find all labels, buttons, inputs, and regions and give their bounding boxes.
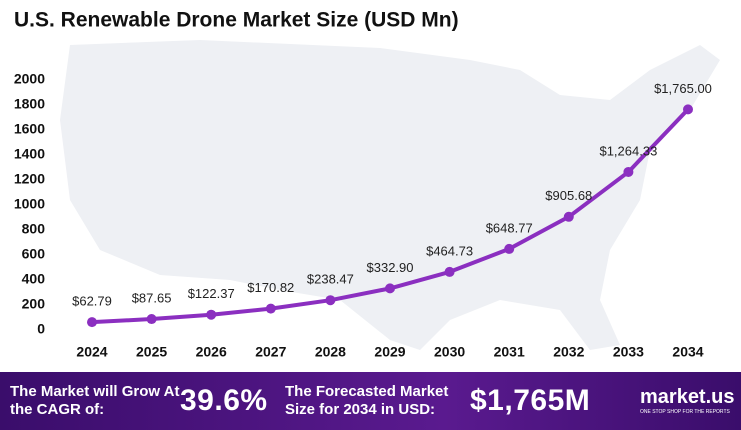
value-label: $905.68 [545,188,592,203]
forecast-value: $1,765M [470,384,591,417]
brand: market.us [640,386,735,408]
cagr-value: 39.6% [180,384,268,417]
y-tick-label: 600 [22,246,46,262]
value-label: $332.90 [367,260,414,275]
value-label: $1,264.33 [599,143,657,158]
point [385,283,395,294]
y-tick-label: 2000 [14,71,45,87]
y-tick-label: 1800 [14,96,45,112]
value-label: $170.82 [247,280,294,295]
y-tick-label: 1200 [14,171,45,187]
x-tick-label: 2033 [613,344,644,360]
point [563,211,574,222]
map-background [60,40,720,350]
x-tick-label: 2028 [315,344,346,360]
point [504,243,515,254]
value-label: $122.37 [188,286,235,301]
x-tick-label: 2025 [136,344,167,360]
chart: U.S. Renewable Drone Market Size (USD Mn… [14,9,720,360]
x-tick-label: 2032 [553,344,584,360]
y-tick-label: 1000 [14,196,45,212]
value-label: $1,765.00 [654,81,712,96]
value-label: $464.73 [426,243,473,258]
x-tick-label: 2027 [255,344,286,360]
point [683,104,693,115]
point [623,166,634,177]
point [87,317,97,328]
chart-title: U.S. Renewable Drone Market Size (USD Mn… [14,9,459,32]
x-tick-label: 2034 [672,344,703,360]
value-label: $238.47 [307,272,354,287]
value-label: $87.65 [132,290,172,305]
y-tick-label: 0 [37,321,45,337]
point [444,266,455,277]
value-label: $62.79 [72,294,112,309]
tagline: ONE STOP SHOP FOR THE REPORTS [640,409,730,415]
forecast-text: The Forecasted Market Size for 2034 in U… [285,383,449,418]
x-tick-label: 2026 [196,344,227,360]
point [206,309,217,320]
x-tick-label: 2031 [494,344,525,360]
y-tick-label: 200 [22,296,46,312]
y-tick-label: 1600 [14,121,45,137]
y-tick-label: 800 [22,221,46,237]
footer: The Market will Grow At the CAGR of: 39.… [0,372,741,430]
point [265,303,276,314]
point [146,314,157,325]
x-tick-label: 2030 [434,344,465,360]
y-tick-label: 1400 [14,146,45,162]
value-label: $648.77 [486,220,533,235]
cagr-text: The Market will Grow At the CAGR of: [10,383,180,418]
point [325,295,336,306]
y-tick-label: 400 [22,271,46,287]
x-tick-label: 2024 [76,344,107,360]
x-tick-label: 2029 [374,344,405,360]
